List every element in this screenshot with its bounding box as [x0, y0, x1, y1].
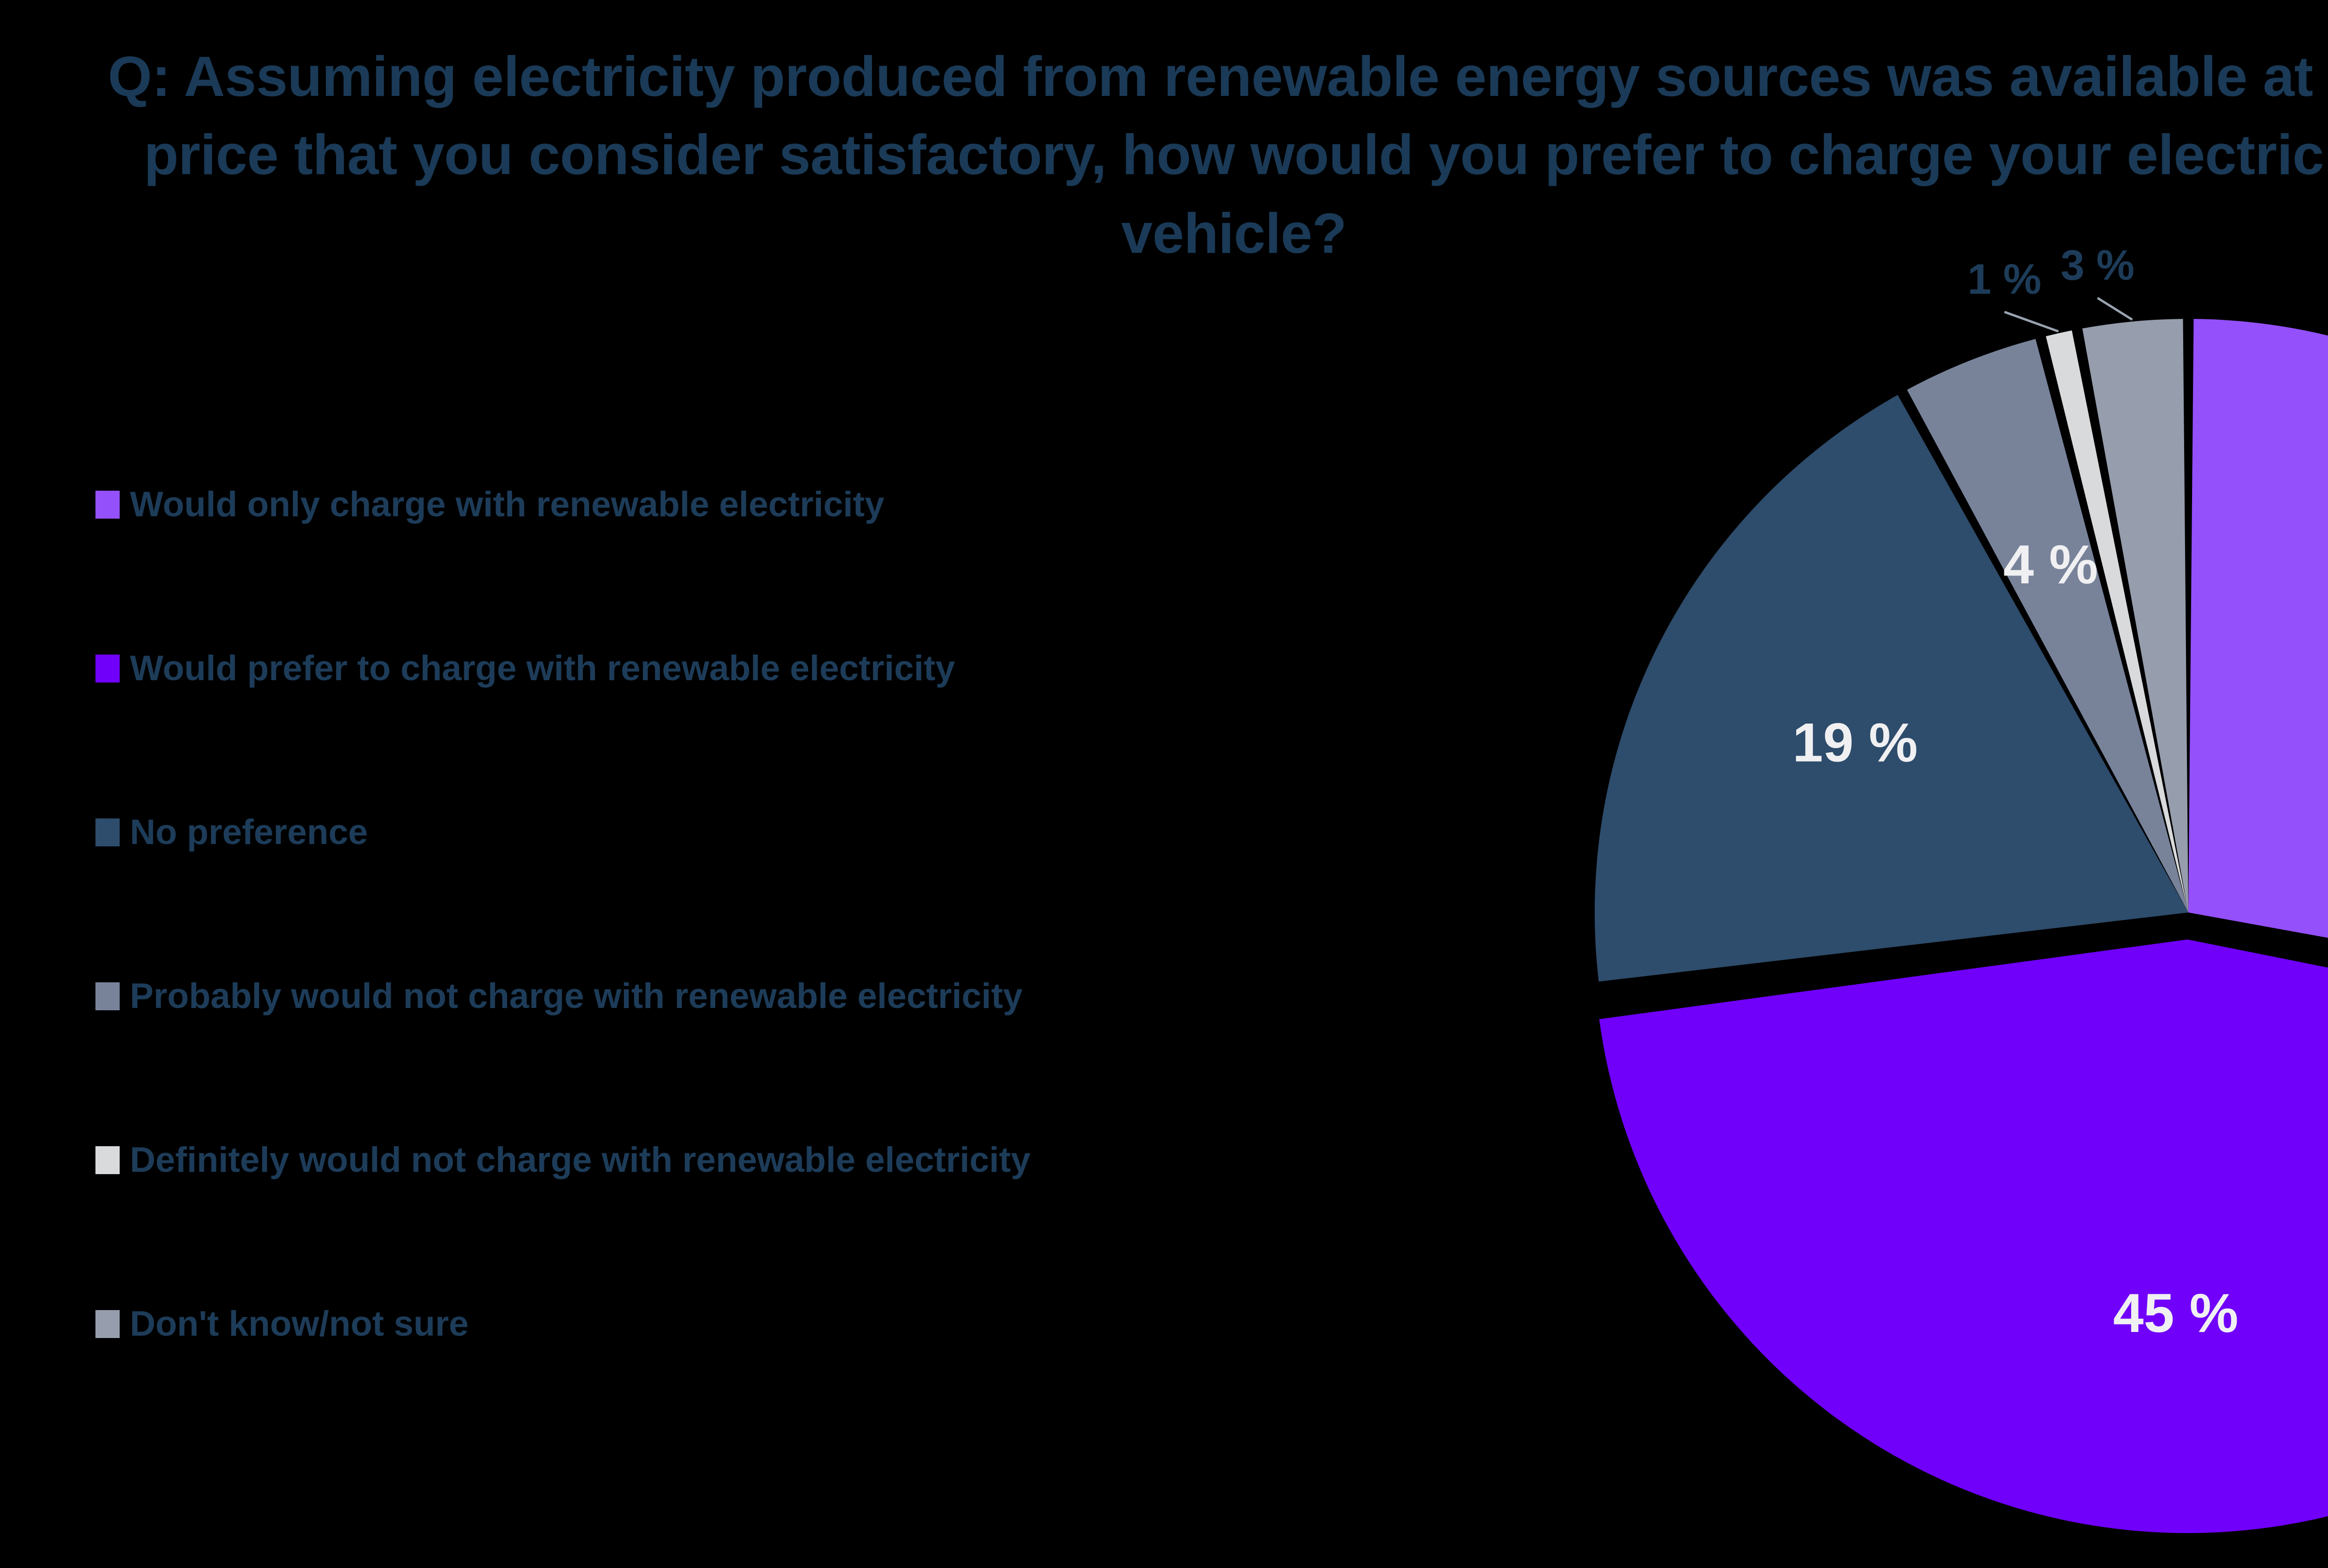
page-title: Q: Assuming electricity produced from re…: [108, 45, 2328, 265]
legend-swatch-icon: [95, 982, 120, 1010]
pie-slice-label: 1 %: [1968, 256, 2042, 303]
legend-item-no-preference[interactable]: No preference: [95, 812, 1446, 853]
pie-slice-labels: 28 %45 %19 %4 %1 %3 %: [1793, 242, 2239, 1344]
legend-swatch-icon: [95, 1146, 120, 1174]
legend-item-definitely-would-not-charge[interactable]: Definitely would not charge with renewab…: [95, 1140, 1446, 1181]
pie-slices: [1595, 319, 2328, 1533]
legend-swatch-icon: [95, 1310, 120, 1338]
pie-slice[interactable]: [2082, 319, 2188, 912]
pie-slice[interactable]: [2188, 319, 2328, 1019]
legend-item-label: No preference: [130, 812, 368, 852]
legend-swatch-icon: [95, 655, 120, 683]
leader-lines: [2004, 297, 2133, 333]
pie-slice[interactable]: [2046, 330, 2188, 912]
legend-item-would-prefer-to-charge[interactable]: Would prefer to charge with renewable el…: [95, 648, 1446, 689]
pie-slice[interactable]: [1595, 395, 2188, 982]
legend-item-would-only-charge[interactable]: Would only charge with renewable electri…: [95, 484, 1446, 525]
legend-item-label: Don't know/not sure: [130, 1304, 469, 1344]
leader-line: [2097, 297, 2133, 321]
pie-slice-label: 4 %: [2003, 534, 2098, 595]
legend-swatch-icon: [95, 818, 120, 846]
legend-item-label: Probably would not charge with renewable…: [130, 976, 1023, 1016]
pie-slice[interactable]: [1907, 338, 2188, 912]
legend-item-label: Definitely would not charge with renewab…: [130, 1140, 1031, 1180]
chart-legend: Would only charge with renewable electri…: [95, 484, 1446, 1345]
pie-slice[interactable]: [1599, 939, 2328, 1533]
legend-swatch-icon: [95, 491, 120, 519]
pie-slice-label: 3 %: [2061, 242, 2135, 289]
legend-item-dont-know-not-sure[interactable]: Don't know/not sure: [95, 1304, 1446, 1345]
legend-item-label: Would prefer to charge with renewable el…: [130, 649, 955, 688]
pie-chart-svg: 28 %45 %19 %4 %1 %3 %: [1595, 242, 2328, 1533]
leader-line: [2004, 311, 2059, 333]
legend-item-label: Would only charge with renewable electri…: [130, 485, 885, 524]
pie-slice-label: 19 %: [1793, 712, 1918, 773]
legend-item-probably-would-not-charge[interactable]: Probably would not charge with renewable…: [95, 976, 1446, 1017]
pie-slice-label: 45 %: [2113, 1283, 2238, 1344]
pie-chart: 28 %45 %19 %4 %1 %3 %: [1527, 223, 2328, 1568]
